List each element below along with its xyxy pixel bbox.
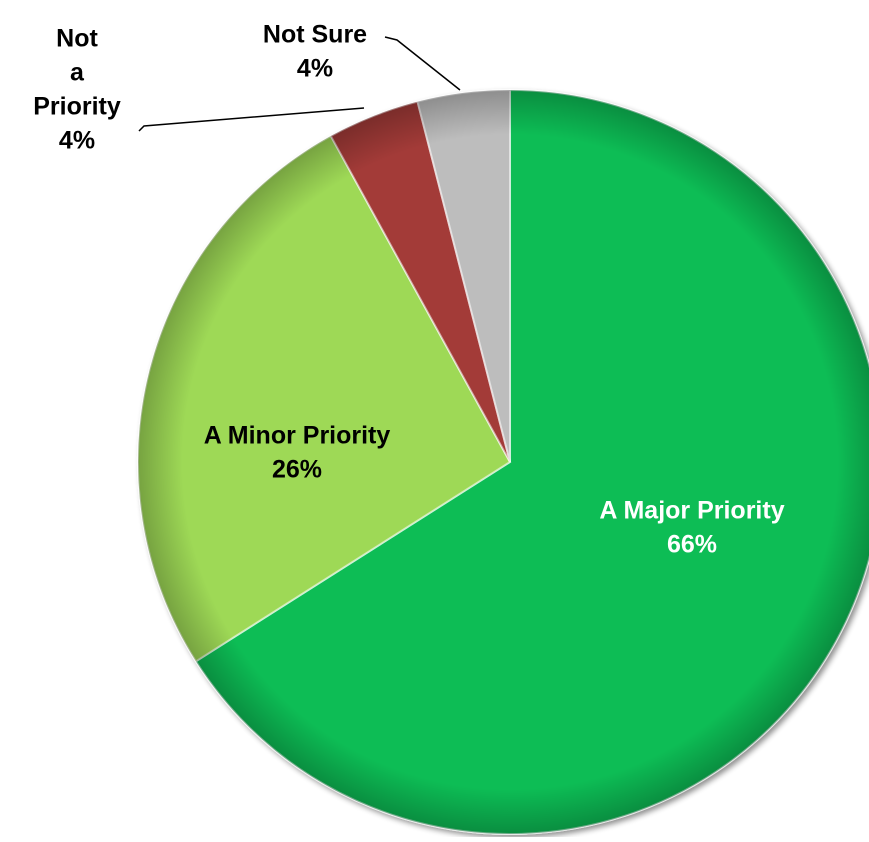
category-label: Priority xyxy=(33,93,121,121)
category-label: A Minor Priority xyxy=(204,422,391,450)
leader-line-not-a-priority xyxy=(138,107,365,132)
data-label-not-a-priority: Not a Priority 4% xyxy=(33,25,121,155)
leader-line-not-sure xyxy=(384,36,461,91)
value-label: 66% xyxy=(667,531,717,559)
data-labels: A Major Priority 66% A Minor Priority 26% No… xyxy=(33,21,784,559)
value-label: 4% xyxy=(297,55,333,83)
value-label: 4% xyxy=(59,127,95,155)
pie-slices xyxy=(137,88,869,835)
data-label-not-sure: Not Sure 4% xyxy=(263,21,367,83)
category-label: a xyxy=(70,59,85,87)
leader-lines xyxy=(138,36,461,132)
data-label-a-major-priority: A Major Priority 66% xyxy=(599,497,784,559)
value-label: 26% xyxy=(272,456,322,484)
data-label-a-minor-priority: A Minor Priority 26% xyxy=(204,422,391,484)
category-label: Not Sure xyxy=(263,21,367,49)
category-label: Not xyxy=(56,25,98,53)
category-label: A Major Priority xyxy=(599,497,784,525)
